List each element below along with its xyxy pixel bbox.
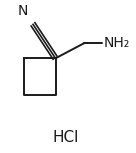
Text: HCl: HCl: [53, 130, 79, 145]
Text: NH₂: NH₂: [104, 36, 130, 50]
Text: N: N: [18, 4, 28, 18]
